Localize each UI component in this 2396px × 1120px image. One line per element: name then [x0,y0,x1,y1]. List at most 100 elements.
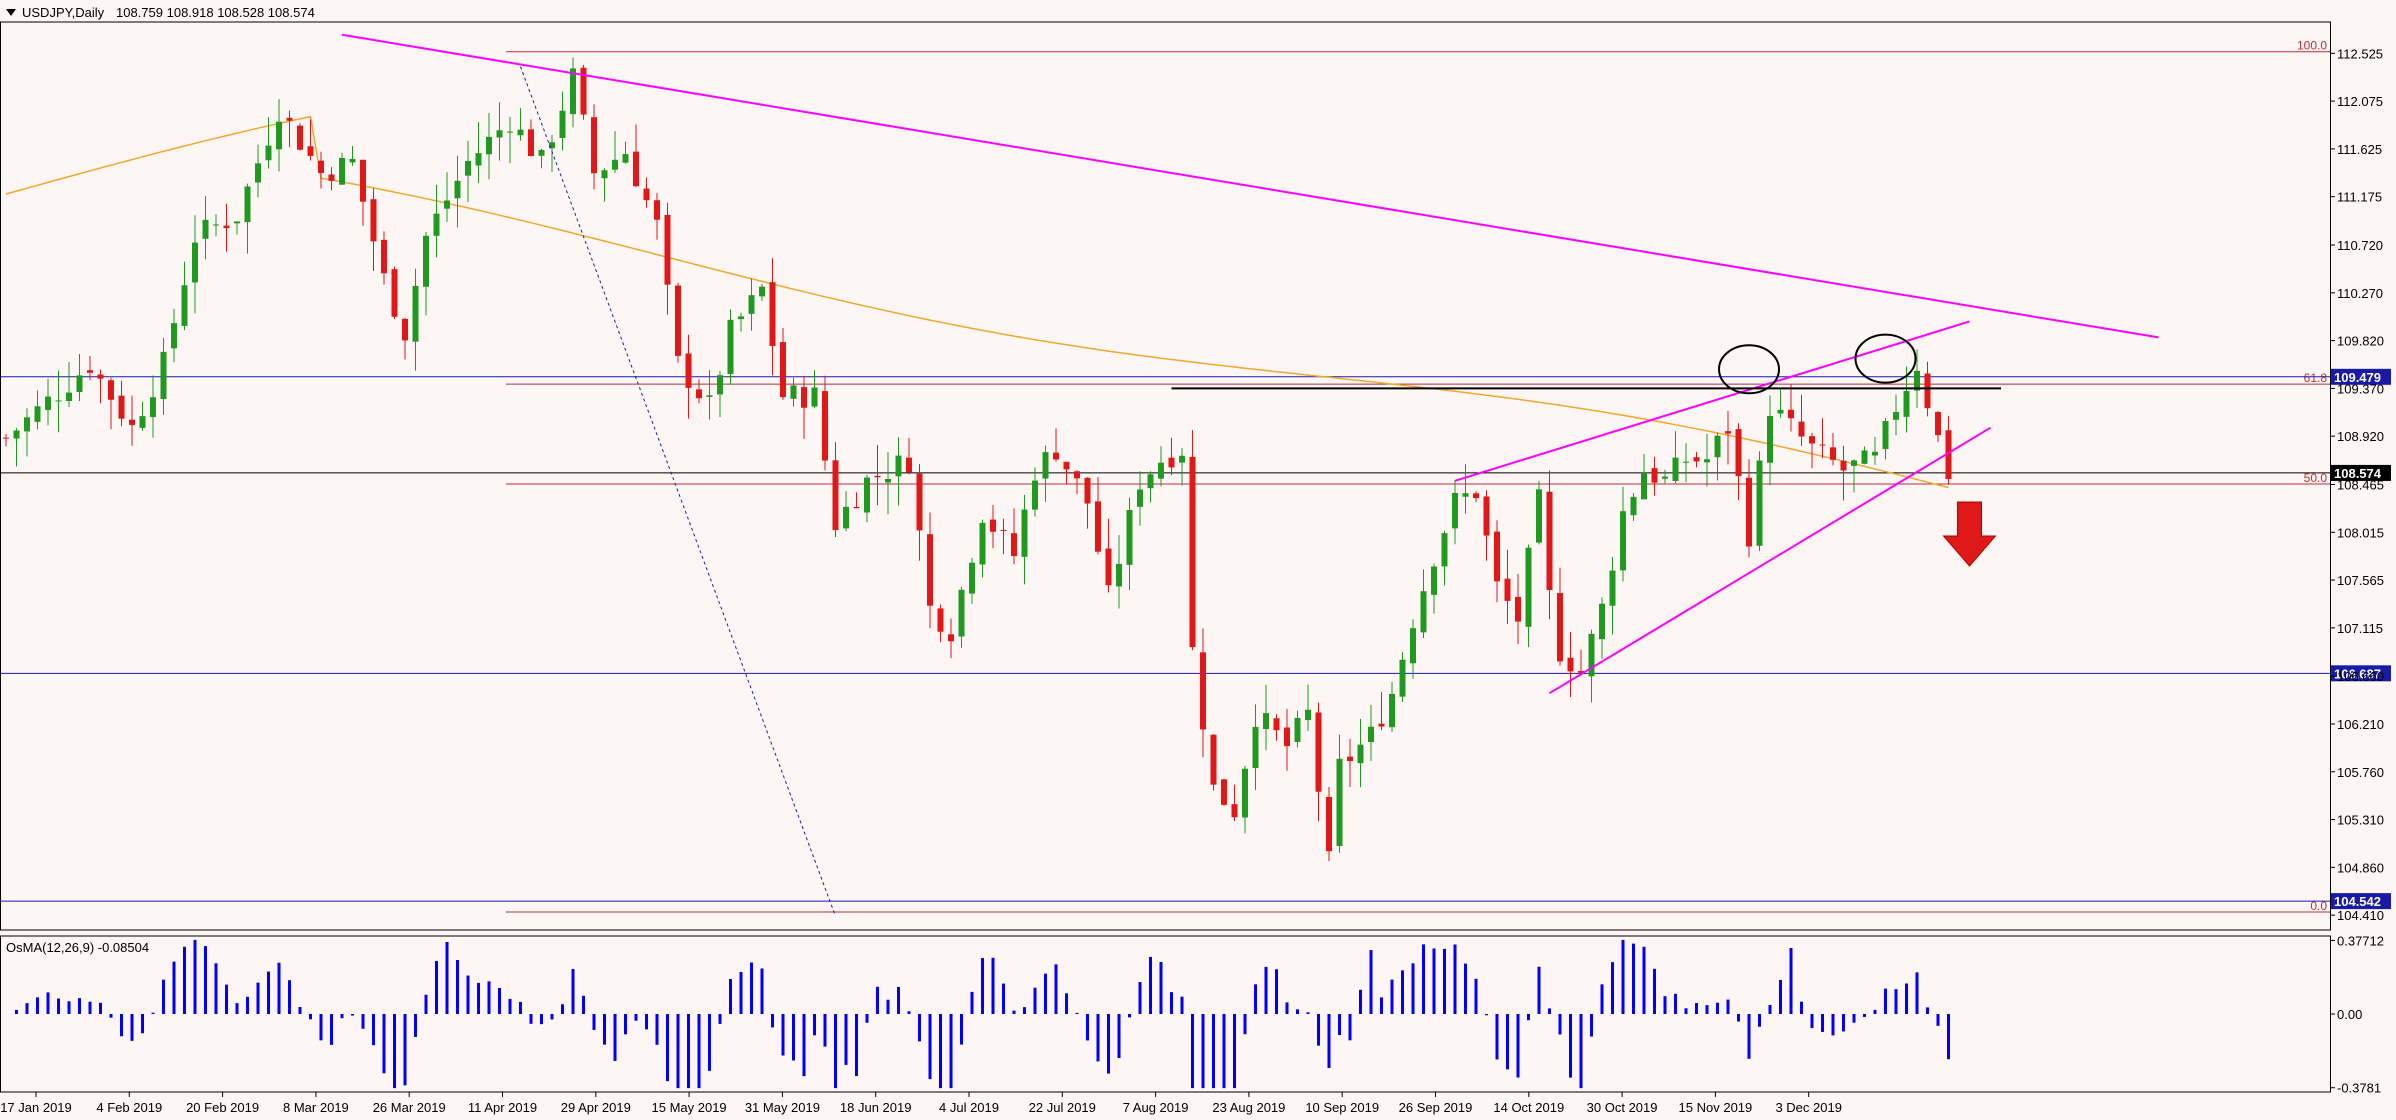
candle-body [45,396,51,410]
candle-body [1515,596,1521,622]
time-tick-label: 15 Nov 2019 [1679,1100,1753,1115]
price-tick-label: 106.210 [2337,717,2384,732]
candle-body [265,145,272,161]
candle-body [517,129,524,136]
candle-body [612,159,618,170]
candle-body [1641,472,1647,500]
time-tick-label: 20 Feb 2019 [186,1100,259,1115]
rising-wedge-upper-line[interactable] [1454,320,1970,482]
candle-body [465,160,471,176]
candle-body [423,235,429,287]
candle-body [906,457,912,473]
candle-body [538,149,545,156]
candle-body [1431,566,1437,595]
dropdown-triangle-icon[interactable] [6,9,16,16]
candle-body [1116,563,1122,587]
price-tick-label: 108.015 [2337,525,2384,540]
price-tick-label: 109.370 [2337,381,2384,396]
top-circle-2[interactable] [1854,333,1917,384]
candle-body [1410,628,1416,664]
candle-body [853,506,860,509]
candle-body [444,200,450,209]
trendlines[interactable] [341,33,2159,917]
candle-body [1809,436,1815,444]
candle-body [1725,431,1731,434]
candle-body [1179,455,1185,463]
axes: 112.525 112.075 111.625 111.175 110.720 110.2… [0,21,2384,1115]
candle-body [1441,533,1448,567]
price-tick-label: 112.525 [2337,46,2383,61]
candle-body [412,285,419,342]
candle-body [1483,496,1490,536]
candle-body [1242,768,1248,818]
osma-label: OsMA(12,26,9) -0.08504 [6,940,149,955]
price-tag-label: 106.687 [2334,666,2381,681]
candle-body [979,522,986,565]
candle-body [391,269,398,317]
candle-body [129,419,135,425]
candle-body [885,478,891,483]
candle-body [244,186,251,223]
candle-body [139,416,146,428]
time-tick-label: 7 Aug 2019 [1123,1100,1189,1115]
candle-body [1326,797,1332,852]
candle-body [990,519,996,532]
time-tick-label: 14 Oct 2019 [1493,1100,1564,1115]
candle-body [1945,430,1952,479]
candle-body [118,395,125,419]
candle-body [1693,457,1700,462]
candle-body [895,455,902,477]
candle-body [276,121,282,150]
candle-body [181,285,188,326]
candle-body [832,460,839,531]
horizontal-levels[interactable]: 109.479 108.574 106.687 104.542 [0,368,2391,910]
candle-body [1305,709,1311,721]
candle-body [160,351,167,400]
time-tick-label: 23 Aug 2019 [1212,1100,1285,1115]
candle-body [811,387,818,407]
bearish-arrow-icon [1942,501,1997,567]
candle-body [318,160,324,173]
price-tick-label: 105.310 [2337,813,2384,828]
time-tick-label: 11 Apr 2019 [468,1100,537,1115]
fib-level-label: 100.0 [2297,39,2327,53]
rising-wedge-lower-line[interactable] [1548,426,1992,695]
candle-body [1158,462,1164,479]
candle-body [570,68,576,115]
candle-body [549,142,555,149]
candle-body [1609,570,1616,606]
descending-trendline[interactable] [341,33,2159,339]
candle-body [150,397,156,418]
candle-body [769,282,776,346]
candle-body [1599,603,1605,640]
candle-body [1536,489,1542,543]
osc-tick-label: 0.00 [2337,1007,2362,1022]
candle-body [1095,501,1101,552]
candle-body [622,154,629,163]
time-tick-label: 3 Dec 2019 [1775,1100,1842,1115]
top-circle-1[interactable] [1718,344,1780,395]
candle-body [1263,713,1269,729]
candle-body [1021,509,1028,557]
candle-body [748,295,755,314]
time-tick-label: 30 Oct 2019 [1587,1100,1658,1115]
candle-body [1074,471,1080,479]
candle-body [1557,593,1563,662]
time-tick-label: 31 May 2019 [745,1100,820,1115]
candle-body [1347,756,1353,762]
candle-body [1315,712,1322,792]
dotted-fib-line[interactable] [520,66,836,917]
candle-body [1935,411,1941,436]
candle-body [759,286,765,297]
candle-body [1546,491,1553,591]
candle-body [1273,718,1280,731]
candle-body [948,634,954,642]
price-tag-box [2331,893,2391,910]
fibonacci-levels[interactable]: 100.0 61.8 50.0 0.0 [506,39,2330,913]
candle-body [664,214,671,285]
candle-body [3,437,9,439]
candle-body [528,129,534,156]
price-tick-label: 110.270 [2337,286,2383,301]
